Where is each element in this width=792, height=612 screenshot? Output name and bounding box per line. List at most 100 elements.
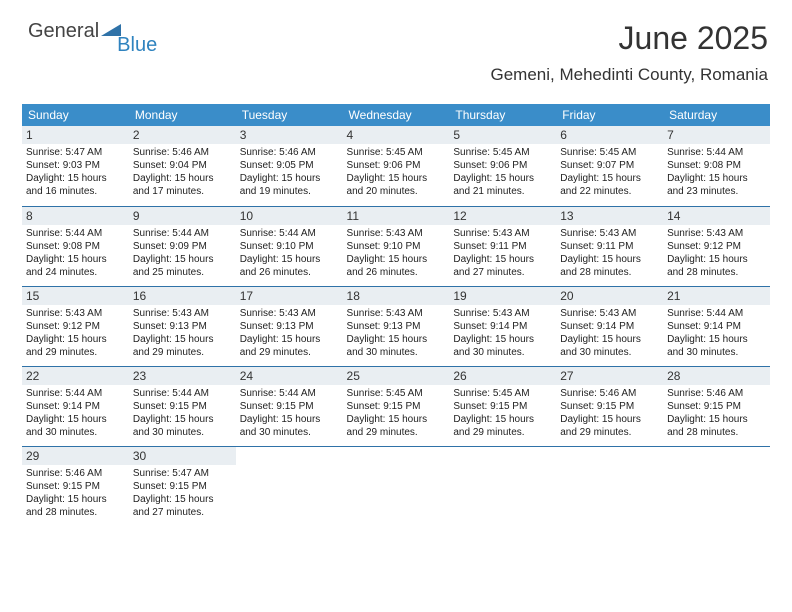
sunset-line: Sunset: 9:14 PM (453, 320, 552, 333)
daylight-line: Daylight: 15 hours and 30 minutes. (453, 333, 552, 359)
sunset-line: Sunset: 9:11 PM (560, 240, 659, 253)
weekday-header: Saturday (663, 104, 770, 126)
sunrise-line: Sunrise: 5:45 AM (453, 146, 552, 159)
calendar-body: 1Sunrise: 5:47 AMSunset: 9:03 PMDaylight… (22, 126, 770, 526)
calendar-cell: 21Sunrise: 5:44 AMSunset: 9:14 PMDayligh… (663, 286, 770, 366)
weekday-header: Thursday (449, 104, 556, 126)
day-info: Sunrise: 5:43 AMSunset: 9:13 PMDaylight:… (133, 307, 232, 359)
sunrise-line: Sunrise: 5:47 AM (133, 467, 232, 480)
sunset-line: Sunset: 9:15 PM (133, 400, 232, 413)
sunset-line: Sunset: 9:13 PM (240, 320, 339, 333)
sunset-line: Sunset: 9:11 PM (453, 240, 552, 253)
daylight-line: Daylight: 15 hours and 30 minutes. (133, 413, 232, 439)
daylight-line: Daylight: 15 hours and 29 minutes. (133, 333, 232, 359)
calendar-week-row: 15 Sunrise: 5:43 AMSunset: 9:12 PMDayligh… (22, 286, 770, 366)
day-info: Sunrise: 5:47 AMSunset: 9:03 PMDaylight:… (26, 146, 125, 198)
calendar-cell: 8Sunrise: 5:44 AMSunset: 9:08 PMDaylight… (22, 206, 129, 286)
sunset-line: Sunset: 9:04 PM (133, 159, 232, 172)
sunset-line: Sunset: 9:14 PM (560, 320, 659, 333)
day-info: Sunrise: 5:44 AMSunset: 9:08 PMDaylight:… (26, 227, 125, 279)
sunset-line: Sunset: 9:15 PM (240, 400, 339, 413)
sunset-line: Sunset: 9:10 PM (240, 240, 339, 253)
day-info: Sunrise: 5:43 AMSunset: 9:10 PMDaylight:… (347, 227, 446, 279)
daylight-line: Daylight: 15 hours and 26 minutes. (240, 253, 339, 279)
day-info: Sunrise: 5:43 AMSunset: 9:13 PMDaylight:… (240, 307, 339, 359)
day-number: 30 (129, 447, 236, 465)
day-number: 26 (449, 367, 556, 385)
day-number: 22 (22, 367, 129, 385)
day-number: 4 (343, 126, 450, 144)
day-info: Sunrise: 5:47 AMSunset: 9:15 PMDaylight:… (133, 467, 232, 519)
day-info: Sunrise: 5:43 AMSunset: 9:14 PMDaylight:… (453, 307, 552, 359)
daylight-line: Daylight: 15 hours and 28 minutes. (667, 413, 766, 439)
calendar-cell: 19 Sunrise: 5:43 AMSunset: 9:14 PMDayligh… (449, 286, 556, 366)
day-info: Sunrise: 5:43 AMSunset: 9:12 PMDaylight:… (667, 227, 766, 279)
sunset-line: Sunset: 9:05 PM (240, 159, 339, 172)
page-header: June 2025 Gemeni, Mehedinti County, Roma… (491, 20, 769, 85)
day-info: Sunrise: 5:46 AMSunset: 9:15 PMDaylight:… (560, 387, 659, 439)
sunrise-line: Sunrise: 5:43 AM (240, 307, 339, 320)
sunset-line: Sunset: 9:03 PM (26, 159, 125, 172)
day-info: Sunrise: 5:45 AMSunset: 9:06 PMDaylight:… (347, 146, 446, 198)
day-number: 5 (449, 126, 556, 144)
daylight-line: Daylight: 15 hours and 24 minutes. (26, 253, 125, 279)
calendar-cell: 10 Sunrise: 5:44 AMSunset: 9:10 PMDayligh… (236, 206, 343, 286)
sunrise-line: Sunrise: 5:45 AM (560, 146, 659, 159)
sunset-line: Sunset: 9:10 PM (347, 240, 446, 253)
day-info: Sunrise: 5:45 AMSunset: 9:07 PMDaylight:… (560, 146, 659, 198)
day-info: Sunrise: 5:44 AMSunset: 9:10 PMDaylight:… (240, 227, 339, 279)
day-info: Sunrise: 5:43 AMSunset: 9:11 PMDaylight:… (453, 227, 552, 279)
sunset-line: Sunset: 9:15 PM (347, 400, 446, 413)
logo-text-general: General (28, 20, 99, 43)
calendar-cell: 5Sunrise: 5:45 AMSunset: 9:06 PMDaylight… (449, 126, 556, 206)
calendar-cell: 12Sunrise: 5:43 AMSunset: 9:11 PMDayligh… (449, 206, 556, 286)
calendar-cell: 3Sunrise: 5:46 AMSunset: 9:05 PMDaylight… (236, 126, 343, 206)
sunset-line: Sunset: 9:06 PM (453, 159, 552, 172)
day-info: Sunrise: 5:45 AMSunset: 9:15 PMDaylight:… (347, 387, 446, 439)
sunrise-line: Sunrise: 5:44 AM (26, 227, 125, 240)
sunrise-line: Sunrise: 5:44 AM (26, 387, 125, 400)
day-info: Sunrise: 5:44 AMSunset: 9:15 PMDaylight:… (133, 387, 232, 439)
sunrise-line: Sunrise: 5:43 AM (560, 227, 659, 240)
calendar-cell: 25Sunrise: 5:45 AMSunset: 9:15 PMDayligh… (343, 366, 450, 446)
brand-logo: General Blue (28, 20, 161, 43)
sunrise-line: Sunrise: 5:45 AM (347, 387, 446, 400)
sunrise-line: Sunrise: 5:43 AM (453, 227, 552, 240)
day-info: Sunrise: 5:43 AMSunset: 9:12 PMDaylight:… (26, 307, 125, 359)
daylight-line: Daylight: 15 hours and 27 minutes. (133, 493, 232, 519)
day-number: 9 (129, 207, 236, 225)
day-number: 15 (22, 287, 129, 305)
sunset-line: Sunset: 9:15 PM (667, 400, 766, 413)
sunrise-line: Sunrise: 5:47 AM (26, 146, 125, 159)
sunrise-line: Sunrise: 5:46 AM (133, 146, 232, 159)
sunrise-line: Sunrise: 5:46 AM (240, 146, 339, 159)
day-number: 11 (343, 207, 450, 225)
day-info: Sunrise: 5:44 AMSunset: 9:08 PMDaylight:… (667, 146, 766, 198)
day-number: 23 (129, 367, 236, 385)
sunrise-line: Sunrise: 5:46 AM (560, 387, 659, 400)
sunset-line: Sunset: 9:15 PM (133, 480, 232, 493)
calendar-cell: 11 Sunrise: 5:43 AMSunset: 9:10 PMDayligh… (343, 206, 450, 286)
daylight-line: Daylight: 15 hours and 17 minutes. (133, 172, 232, 198)
sunrise-line: Sunrise: 5:45 AM (347, 146, 446, 159)
sunrise-line: Sunrise: 5:44 AM (133, 387, 232, 400)
calendar-cell: 6Sunrise: 5:45 AMSunset: 9:07 PMDaylight… (556, 126, 663, 206)
day-number: 2 (129, 126, 236, 144)
calendar-cell (663, 446, 770, 526)
day-info: Sunrise: 5:46 AMSunset: 9:15 PMDaylight:… (667, 387, 766, 439)
sunrise-line: Sunrise: 5:46 AM (26, 467, 125, 480)
sunset-line: Sunset: 9:08 PM (26, 240, 125, 253)
sunrise-line: Sunrise: 5:43 AM (347, 227, 446, 240)
day-number: 10 (236, 207, 343, 225)
daylight-line: Daylight: 15 hours and 20 minutes. (347, 172, 446, 198)
calendar-cell: 26Sunrise: 5:45 AMSunset: 9:15 PMDayligh… (449, 366, 556, 446)
day-number: 19 (449, 287, 556, 305)
day-info: Sunrise: 5:44 AMSunset: 9:14 PMDaylight:… (667, 307, 766, 359)
calendar-cell: 29Sunrise: 5:46 AMSunset: 9:15 PMDayligh… (22, 446, 129, 526)
sunset-line: Sunset: 9:15 PM (560, 400, 659, 413)
sunset-line: Sunset: 9:15 PM (26, 480, 125, 493)
daylight-line: Daylight: 15 hours and 30 minutes. (560, 333, 659, 359)
calendar-cell: 16Sunrise: 5:43 AMSunset: 9:13 PMDayligh… (129, 286, 236, 366)
weekday-header: Sunday (22, 104, 129, 126)
calendar-cell: 23 Sunrise: 5:44 AMSunset: 9:15 PMDayligh… (129, 366, 236, 446)
